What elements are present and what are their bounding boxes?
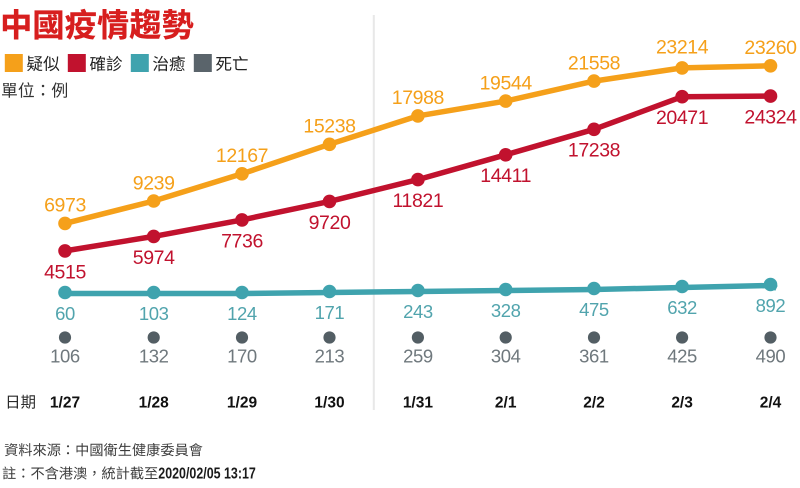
svg-text:20471: 20471 (656, 107, 708, 129)
svg-text:14411: 14411 (480, 165, 531, 187)
svg-text:7736: 7736 (221, 230, 263, 252)
svg-text:632: 632 (667, 297, 697, 318)
svg-text:170: 170 (227, 346, 257, 367)
svg-text:19544: 19544 (480, 72, 533, 94)
svg-text:2020/02/05 13:17: 2020/02/05 13:17 (158, 465, 256, 482)
svg-text:4515: 4515 (44, 261, 86, 283)
svg-text:243: 243 (403, 301, 433, 322)
svg-text:259: 259 (403, 346, 433, 367)
svg-text:23260: 23260 (744, 37, 797, 59)
svg-text:490: 490 (756, 346, 786, 367)
svg-text:328: 328 (491, 300, 521, 321)
svg-text:17238: 17238 (568, 140, 620, 162)
svg-text:11821: 11821 (393, 190, 444, 212)
svg-text:12167: 12167 (216, 145, 268, 167)
svg-text:23214: 23214 (656, 37, 709, 59)
svg-text:9720: 9720 (309, 212, 351, 234)
svg-text:1/28: 1/28 (139, 395, 170, 412)
svg-text:2/2: 2/2 (583, 395, 605, 412)
svg-text:1/30: 1/30 (314, 395, 344, 412)
svg-text:361: 361 (579, 346, 609, 367)
svg-text:17988: 17988 (392, 87, 444, 109)
svg-text:1/29: 1/29 (227, 395, 258, 412)
svg-text:892: 892 (756, 295, 786, 316)
svg-text:171: 171 (315, 302, 345, 323)
svg-text:475: 475 (579, 299, 609, 320)
svg-text:6973: 6973 (44, 195, 86, 217)
svg-text:5974: 5974 (133, 247, 175, 269)
svg-text:24324: 24324 (744, 107, 797, 129)
svg-text:213: 213 (315, 346, 345, 367)
svg-text:1/31: 1/31 (403, 395, 434, 412)
svg-text:124: 124 (227, 303, 257, 324)
svg-text:21558: 21558 (568, 52, 620, 74)
svg-text:304: 304 (491, 346, 521, 367)
svg-text:15238: 15238 (303, 116, 355, 138)
svg-text:425: 425 (667, 346, 697, 367)
svg-text:60: 60 (55, 303, 75, 324)
svg-text:103: 103 (139, 303, 169, 324)
svg-text:2/1: 2/1 (495, 395, 517, 412)
svg-text:9239: 9239 (133, 172, 175, 194)
svg-text:2/4: 2/4 (760, 395, 782, 412)
svg-text:132: 132 (139, 346, 169, 367)
svg-text:1/27: 1/27 (50, 395, 80, 412)
svg-text:2/3: 2/3 (671, 395, 693, 412)
svg-text:106: 106 (50, 346, 80, 367)
